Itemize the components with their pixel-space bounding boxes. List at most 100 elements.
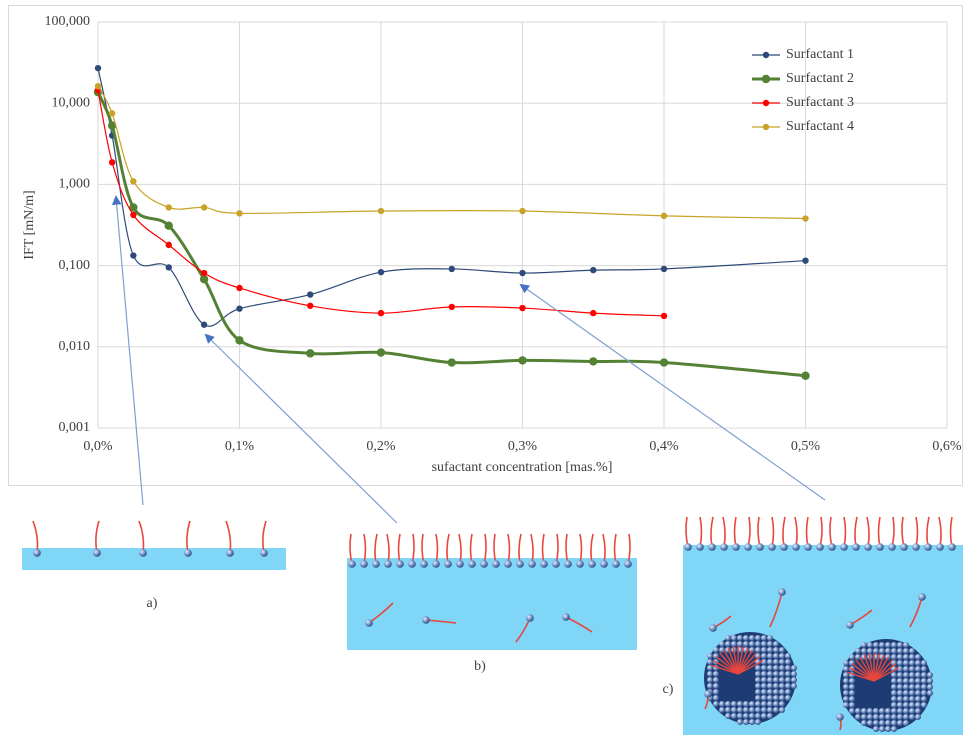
- micelle-head: [719, 647, 725, 653]
- micelle-head: [885, 642, 891, 648]
- data-point: [377, 268, 385, 276]
- micelle-head: [873, 726, 879, 732]
- surfactant-head: [456, 560, 464, 568]
- series-line: [97, 85, 806, 220]
- data-point: [94, 82, 102, 90]
- micelle-head: [873, 708, 879, 714]
- micelle-head: [767, 665, 773, 671]
- micelle-head: [861, 708, 867, 714]
- surfactant-head: [600, 560, 608, 568]
- micelle-head: [725, 707, 731, 713]
- surfactant-head: [720, 543, 728, 551]
- surfactant-tail: [469, 533, 473, 565]
- micelle-head: [713, 647, 719, 653]
- y-tick-label: 0,001: [59, 420, 91, 435]
- micelle-tail: [847, 671, 875, 682]
- data-point: [590, 266, 597, 274]
- micelle-tail: [713, 660, 739, 675]
- micelle-head: [731, 707, 737, 713]
- legend-label: Surfactant 4: [786, 119, 854, 134]
- surfactant-head: [612, 560, 620, 568]
- micelle-head: [903, 702, 909, 708]
- micelle-head: [779, 695, 785, 701]
- micelle-head: [915, 708, 921, 714]
- data-point: [801, 371, 810, 380]
- surfactant-head: [912, 543, 920, 551]
- micelle-head: [909, 660, 915, 666]
- micelle-head: [767, 677, 773, 683]
- micelle-head: [921, 684, 927, 690]
- surfactant-tail: [915, 516, 919, 548]
- surfactant-head: [846, 621, 854, 629]
- micelle-head: [755, 641, 761, 647]
- micelle-head: [885, 720, 891, 726]
- micelle-head: [855, 648, 861, 654]
- micelle-head: [707, 653, 713, 659]
- micelle-tail: [873, 656, 890, 682]
- surfactant-head: [780, 543, 788, 551]
- surfactant-head: [778, 588, 786, 596]
- micelle-tail: [855, 659, 875, 682]
- micelle-head: [773, 665, 779, 671]
- data-point: [200, 204, 208, 211]
- water-b: [347, 558, 637, 650]
- data-point: [107, 121, 117, 130]
- micelle-head: [767, 635, 773, 641]
- micelle-head: [879, 642, 885, 648]
- surfactant-head: [576, 560, 584, 568]
- micelle-head: [755, 665, 761, 671]
- micelle-tail: [873, 659, 894, 682]
- micelle-head: [737, 707, 743, 713]
- micelle-head: [767, 653, 773, 659]
- x-tick-label: 0,4%: [649, 439, 679, 454]
- diagrams: [22, 516, 963, 735]
- micelle-head: [843, 666, 849, 672]
- micelle-head: [767, 707, 773, 713]
- micelle-head: [755, 707, 761, 713]
- micelle-head: [909, 648, 915, 654]
- surfactant-tail: [819, 516, 823, 548]
- micelle-tail: [737, 656, 761, 675]
- data-point: [306, 349, 315, 358]
- micelle-tail: [737, 652, 758, 675]
- micelle-head: [909, 666, 915, 672]
- data-point: [448, 265, 455, 273]
- micelle-head: [749, 641, 755, 647]
- surfactant-head: [816, 543, 824, 551]
- micelle-head: [909, 678, 915, 684]
- micelle-head: [737, 641, 743, 647]
- micelle-head: [903, 660, 909, 666]
- surfactant-tail: [829, 516, 833, 548]
- surfactant-head: [704, 690, 712, 698]
- micelle-head: [903, 714, 909, 720]
- micelle-head: [767, 701, 773, 707]
- micelle-head: [861, 720, 867, 726]
- micelle-head: [773, 701, 779, 707]
- micelle-head: [767, 683, 773, 689]
- micelle-head: [915, 654, 921, 660]
- micelle-head: [879, 714, 885, 720]
- data-point: [94, 64, 102, 72]
- micelle-head: [755, 713, 761, 719]
- surfactant-tail: [733, 516, 737, 548]
- surfactant-head: [804, 543, 812, 551]
- y-tick-label: 0,010: [59, 339, 91, 354]
- surfactant-tail: [722, 516, 726, 548]
- surfactant-head: [744, 543, 752, 551]
- micelle-head: [779, 665, 785, 671]
- micelle-head: [879, 708, 885, 714]
- data-point: [235, 336, 244, 345]
- micelle-head: [843, 660, 849, 666]
- micelle-head: [873, 648, 879, 654]
- micelle-head: [761, 653, 767, 659]
- surfactant-head: [422, 616, 430, 624]
- surfactant-head: [900, 543, 908, 551]
- micelle-head: [885, 714, 891, 720]
- micelle-head: [891, 726, 897, 732]
- micelle-head: [791, 677, 797, 683]
- micelle-head: [903, 708, 909, 714]
- micelle-head: [903, 720, 909, 726]
- surfactant-head: [528, 560, 536, 568]
- surfactant-tail: [854, 516, 858, 548]
- micelle-head: [743, 719, 749, 725]
